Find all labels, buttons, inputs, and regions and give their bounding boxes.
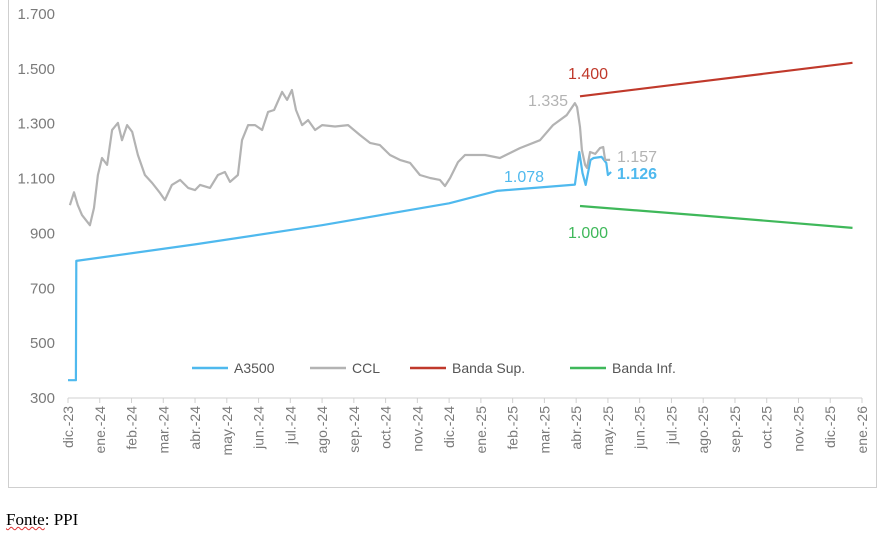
x-tick-label: sep.-25	[727, 406, 743, 453]
x-tick-label: jun.-25	[632, 406, 648, 450]
x-tick-label: dic.-23	[60, 406, 76, 448]
x-tick-label: ene.-25	[473, 406, 489, 454]
y-tick-label: 500	[30, 335, 55, 352]
legend-label: CCL	[352, 360, 380, 376]
y-tick-label: 1.500	[17, 61, 55, 78]
data-label: 1.157	[617, 149, 657, 166]
x-tick-label: nov.-25	[790, 406, 806, 452]
y-tick-label: 1.300	[17, 116, 55, 133]
x-tick-label: sep.-24	[346, 406, 362, 453]
series-line-ccl	[68, 88, 611, 227]
x-tick-label: nov.-24	[409, 406, 425, 452]
x-tick-label: ago.-25	[695, 406, 711, 454]
y-tick-label: 1.700	[17, 6, 55, 23]
legend-label: Banda Inf.	[612, 360, 676, 376]
data-label: 1.126	[617, 166, 657, 183]
series-line-banda-sup	[579, 61, 853, 98]
x-tick-label: mar.-25	[536, 406, 552, 454]
source-prefix: Fonte	[6, 510, 45, 529]
y-tick-label: 700	[30, 280, 55, 297]
y-tick-label: 1.100	[17, 171, 55, 188]
x-tick-label: feb.-24	[124, 406, 140, 450]
x-tick-label: oct.-24	[378, 406, 394, 449]
data-label: 1.000	[568, 225, 608, 242]
x-tick-label: jul.-25	[663, 406, 679, 445]
data-label: 1.078	[504, 169, 544, 186]
x-tick-label: ene.-26	[854, 406, 870, 454]
source-suffix: : PPI	[44, 510, 79, 529]
x-tick-label: feb.-25	[505, 406, 521, 450]
x-tick-label: dic.-25	[822, 406, 838, 448]
x-tick-label: mar.-24	[155, 406, 171, 454]
x-tick-label: oct.-25	[759, 406, 775, 449]
y-tick-label: 300	[30, 390, 55, 407]
x-tick-label: abr.-25	[568, 406, 584, 450]
x-tick-label: abr.-24	[187, 406, 203, 450]
chart-frame	[8, 0, 877, 488]
legend-label: A3500	[234, 360, 275, 376]
series-line-a3500	[68, 150, 612, 382]
data-label: 1.335	[528, 93, 568, 110]
x-tick-label: may.-24	[219, 406, 235, 456]
x-tick-label: jul.-24	[282, 406, 298, 445]
x-tick-label: jun.-24	[251, 406, 267, 450]
x-tick-label: ago.-24	[314, 406, 330, 454]
legend-label: Banda Sup.	[452, 360, 525, 376]
x-tick-label: dic.-24	[441, 406, 457, 448]
data-label: 1.400	[568, 66, 608, 83]
x-tick-label: ene.-24	[92, 406, 108, 454]
series-line-banda-inf	[579, 204, 853, 229]
line-chart: 1.700 1.500 1.300 1.100 900 700 500 300 dic.-23 e…	[17, 6, 870, 456]
y-tick-label: 900	[30, 225, 55, 242]
source-note: Fonte: PPI	[6, 510, 78, 530]
x-tick-label: may.-25	[600, 406, 616, 456]
